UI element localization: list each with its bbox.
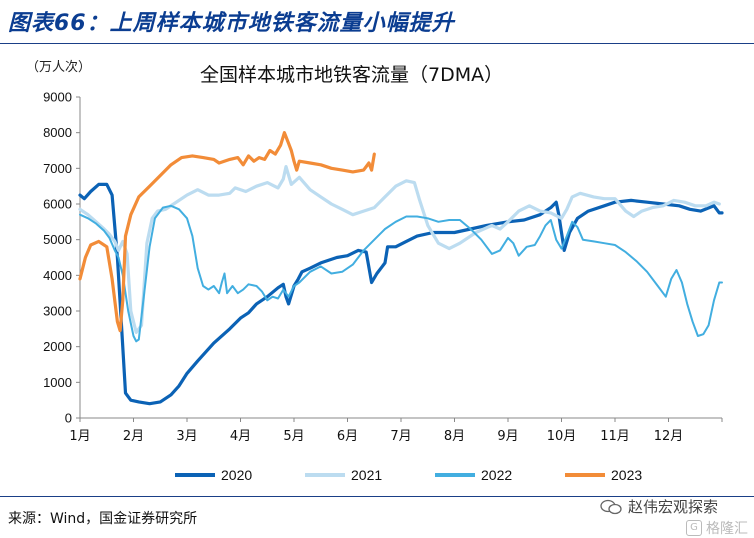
x-tick-label: 9月 — [497, 429, 518, 444]
x-tick-label: 2月 — [123, 429, 144, 444]
legend-label-2022: 2022 — [481, 467, 512, 483]
figure-header: 图表66：上周样本城市地铁客流量小幅提升 — [0, 0, 754, 42]
x-tick-label: 5月 — [283, 429, 304, 444]
x-tick-label: 11月 — [600, 429, 630, 444]
wechat-icon — [600, 499, 622, 514]
series-line-2022 — [79, 204, 723, 343]
y-tick-label: 8000 — [43, 125, 72, 140]
x-tick-label: 8月 — [444, 429, 465, 444]
y-tick-label: 6000 — [43, 197, 72, 212]
y-tick-label: 4000 — [43, 268, 72, 283]
legend-label-2023: 2023 — [611, 467, 642, 483]
watermark: G 格隆汇 — [686, 518, 748, 538]
y-tick-label: 2000 — [43, 339, 72, 354]
footer-divider — [0, 496, 754, 497]
brand-label: 赵伟宏观探索 — [600, 496, 718, 517]
y-tick-label: 1000 — [43, 375, 72, 390]
y-tick-label: 5000 — [43, 232, 72, 247]
y-tick-label: 7000 — [43, 161, 72, 176]
x-tick-label: 4月 — [230, 429, 251, 444]
chart-title: 全国样本城市地铁客流量（7DMA） — [200, 64, 504, 86]
legend-label-2020: 2020 — [221, 467, 252, 483]
y-tick-label: 9000 — [43, 90, 72, 105]
x-tick-label: 6月 — [337, 429, 358, 444]
legend-label-2021: 2021 — [351, 467, 382, 483]
brand-text: 赵伟宏观探索 — [627, 498, 718, 516]
x-tick-label: 12月 — [654, 429, 684, 444]
series-line-2020 — [78, 182, 724, 406]
y-tick-label: 3000 — [43, 304, 72, 319]
watermark-logo-icon: G — [686, 520, 702, 536]
figure-title: 图表66：上周样本城市地铁客流量小幅提升 — [8, 11, 455, 36]
watermark-text: 格隆汇 — [706, 521, 748, 537]
y-tick-label: 0 — [65, 411, 72, 426]
source-note: 来源：Wind，国金证券研究所 — [8, 511, 198, 527]
x-tick-label: 1月 — [69, 429, 90, 444]
x-tick-label: 7月 — [390, 429, 411, 444]
x-tick-label: 10月 — [547, 429, 577, 444]
series-line-2023 — [78, 131, 376, 333]
header-divider — [0, 43, 754, 44]
series-line-2021 — [78, 165, 721, 334]
x-tick-label: 3月 — [176, 429, 197, 444]
y-axis-unit: （万人次） — [26, 60, 92, 75]
